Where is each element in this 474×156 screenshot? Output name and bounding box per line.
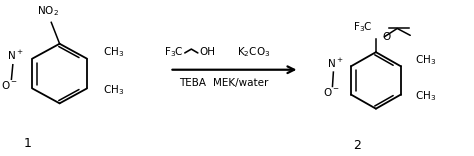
Text: NO$_2$: NO$_2$ xyxy=(37,4,59,18)
Text: CH$_3$: CH$_3$ xyxy=(103,83,124,97)
Text: O$^-$: O$^-$ xyxy=(323,86,339,98)
Text: CH$_3$: CH$_3$ xyxy=(103,46,124,59)
Text: 2: 2 xyxy=(354,139,361,152)
Text: F$_3$C: F$_3$C xyxy=(354,20,373,34)
Text: 1: 1 xyxy=(24,137,32,150)
Text: O: O xyxy=(383,32,391,42)
Text: F$_3$C: F$_3$C xyxy=(164,45,183,59)
Text: MEK/water: MEK/water xyxy=(213,78,268,88)
Text: CH$_3$: CH$_3$ xyxy=(415,53,436,67)
Text: OH: OH xyxy=(200,47,216,57)
Text: N$^+$: N$^+$ xyxy=(327,57,344,70)
Text: TEBA: TEBA xyxy=(179,78,206,88)
Text: CH$_3$: CH$_3$ xyxy=(415,89,436,103)
Text: K$_2$CO$_3$: K$_2$CO$_3$ xyxy=(237,45,270,59)
Text: N$^+$: N$^+$ xyxy=(7,49,23,62)
Text: O$^-$: O$^-$ xyxy=(0,79,18,91)
